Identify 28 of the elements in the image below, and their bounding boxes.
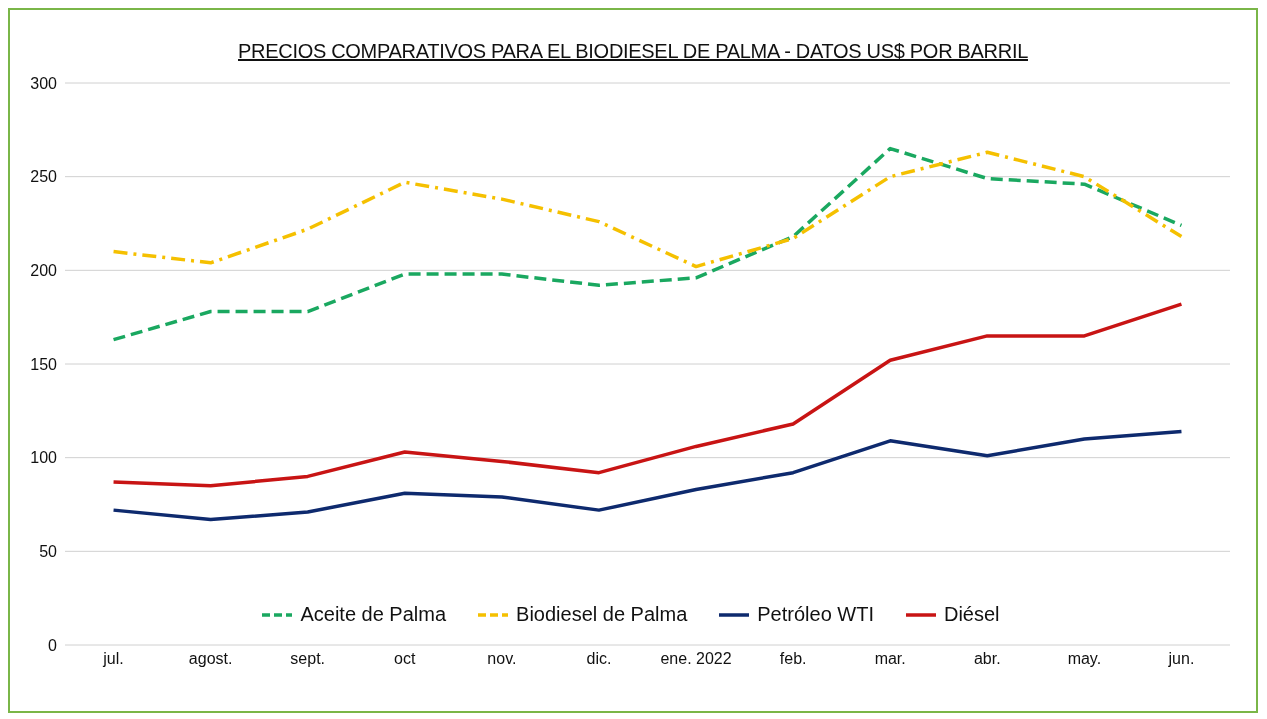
legend-label: Diésel xyxy=(943,603,1000,626)
line-series xyxy=(111,302,1184,488)
x-tick-label: feb. xyxy=(779,650,807,668)
x-tick-label: oct xyxy=(394,650,417,668)
x-tick-label: jul. xyxy=(102,650,124,668)
x-tick-label: mar. xyxy=(874,650,906,668)
x-tick-label: ene. 2022 xyxy=(660,650,732,668)
y-tick-label: 100 xyxy=(30,449,58,467)
y-tick-label: 200 xyxy=(30,262,58,280)
line-series xyxy=(111,150,1184,269)
line-series xyxy=(111,146,1184,342)
y-tick-label: 150 xyxy=(30,355,58,373)
y-tick-label: 300 xyxy=(30,74,58,92)
legend-label: Petróleo WTI xyxy=(757,603,874,626)
y-tick-label: 50 xyxy=(39,543,58,561)
y-tick-label: 0 xyxy=(48,636,58,654)
x-tick-label: nov. xyxy=(487,650,517,668)
x-tick-label: may. xyxy=(1067,650,1102,668)
legend-label: Aceite de Palma xyxy=(300,603,447,626)
x-tick-label: jun. xyxy=(1167,650,1195,668)
x-tick-label: abr. xyxy=(973,650,1001,668)
y-tick-label: 250 xyxy=(30,168,58,186)
line-series xyxy=(111,429,1184,522)
x-tick-label: dic. xyxy=(586,650,612,668)
chart-title: PRECIOS COMPARATIVOS PARA EL BIODIESEL DE PALMA - DATOS US$ POR BARRIL xyxy=(237,40,1029,63)
x-tick-label: sept. xyxy=(290,650,326,668)
x-tick-label: agost. xyxy=(188,650,233,668)
legend-label: Biodiesel de Palma xyxy=(516,603,688,626)
